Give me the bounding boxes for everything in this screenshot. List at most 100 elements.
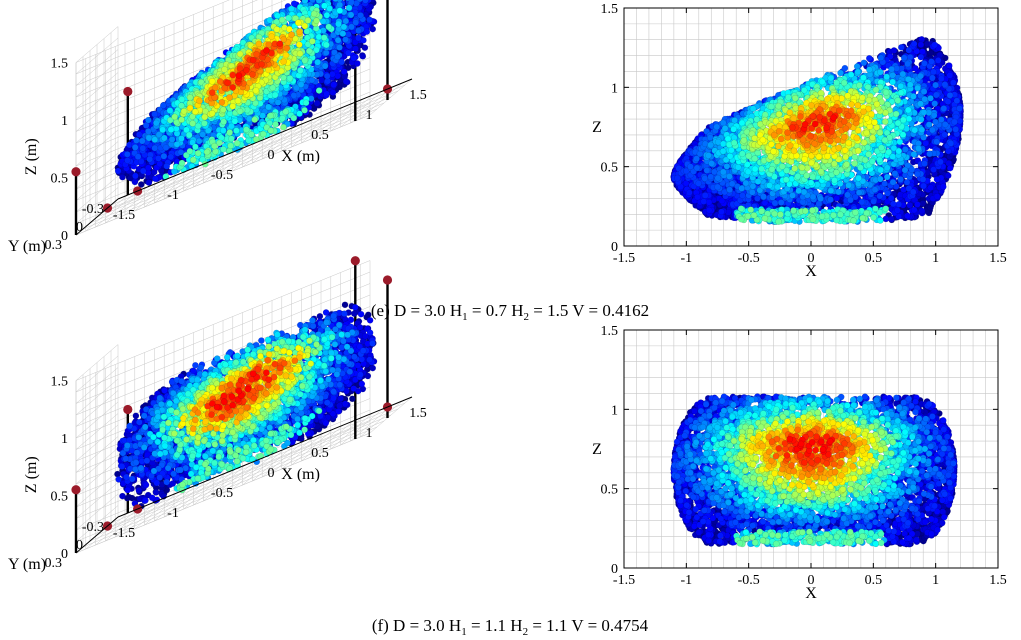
data-point: [323, 90, 330, 98]
data-point: [338, 58, 345, 66]
grid-line: [82, 108, 378, 230]
data-point: [251, 116, 258, 123]
data-point: [137, 181, 145, 188]
data-point: [334, 53, 341, 61]
data-point: [304, 17, 312, 24]
data-point: [114, 167, 122, 175]
data-point: [178, 96, 186, 103]
data-point: [363, 28, 371, 36]
data-point: [282, 108, 290, 116]
data-point: [320, 34, 328, 42]
data-point: [302, 99, 310, 107]
x-tick-label: -0.5: [211, 168, 233, 183]
data-point: [219, 127, 227, 134]
data-point: [366, 16, 373, 24]
data-point: [219, 145, 227, 153]
data-point: [249, 71, 256, 78]
grid-line: [75, 141, 119, 178]
data-point: [177, 148, 185, 156]
data-point: [151, 136, 159, 143]
data-point: [144, 128, 152, 135]
data-point: [340, 23, 348, 31]
data-point: [255, 40, 263, 48]
data-point: [208, 89, 216, 96]
data-point: [305, 47, 313, 55]
data-point: [272, 121, 279, 128]
data-point: [309, 38, 316, 45]
data-point: [276, 40, 284, 48]
data-point: [178, 116, 185, 123]
data-point: [290, 92, 298, 99]
data-point: [242, 126, 250, 133]
data-point: [282, 51, 290, 59]
grid-line: [75, 106, 119, 144]
data-point: [357, 12, 364, 19]
data-point: [336, 1, 344, 9]
data-point: [171, 113, 178, 121]
data-point: [145, 179, 153, 186]
grid-line: [75, 0, 230, 63]
data-point: [189, 120, 196, 127]
data-point: [173, 140, 181, 148]
x-tick-label: 1.5: [409, 88, 427, 103]
data-point: [296, 28, 303, 36]
x-tick-label: 0.5: [311, 128, 329, 143]
data-point: [355, 27, 362, 35]
data-point: [348, 0, 355, 6]
data-point: [236, 108, 244, 115]
data-point: [288, 31, 295, 39]
data-point: [134, 153, 142, 160]
data-point: [133, 137, 140, 144]
data-point: [211, 142, 218, 150]
data-point: [329, 89, 337, 96]
data-point: [269, 84, 277, 92]
data-point: [185, 131, 193, 139]
data-point: [267, 112, 275, 119]
data-point: [156, 160, 163, 168]
data-point: [233, 139, 241, 147]
data-point: [352, 45, 359, 53]
panel-3d-e: -1.5-1-0.500.511.500.511.50.30-0.3X (m)Y…: [8, 0, 427, 255]
data-point: [258, 61, 265, 68]
data-point: [218, 99, 226, 106]
pole-marker: [123, 86, 133, 97]
data-point: [242, 66, 250, 74]
data-point: [235, 72, 243, 79]
data-point: [286, 74, 294, 82]
data-point: [201, 113, 209, 121]
data-point: [138, 137, 146, 145]
y-axis-label: Y (m): [8, 238, 46, 255]
data-point: [166, 107, 174, 114]
data-point: [160, 134, 168, 142]
data-point: [280, 58, 288, 65]
data-point: [160, 152, 168, 160]
pole-marker: [71, 167, 81, 177]
data-point: [345, 4, 353, 12]
data-point: [131, 144, 139, 151]
data-point: [252, 87, 260, 94]
caption-f: (f) D = 3.0 H1 = 1.1 H2 = 1.1 V = 0.4754: [372, 616, 649, 638]
data-point: [208, 110, 216, 117]
data-point: [280, 123, 287, 131]
z-axis-label: Z (m): [23, 138, 40, 175]
data-point: [283, 45, 291, 52]
data-point: [313, 17, 320, 25]
data-point: [212, 148, 219, 155]
data-point: [224, 79, 231, 87]
data-point: [342, 36, 349, 43]
grid-line: [75, 187, 119, 224]
data-point: [186, 94, 194, 101]
data-point: [229, 103, 237, 110]
z-tick-label: 1.5: [51, 57, 69, 72]
z-tick-label: 0.5: [51, 172, 69, 187]
data-point: [132, 172, 139, 180]
data-point: [330, 81, 338, 89]
data-point: [192, 143, 199, 151]
data-point: [347, 11, 355, 19]
data-point: [162, 144, 170, 151]
data-point: [279, 115, 286, 122]
data-point: [323, 41, 330, 49]
data-point: [139, 167, 147, 175]
data-point: [308, 76, 316, 84]
data-point: [145, 134, 153, 142]
